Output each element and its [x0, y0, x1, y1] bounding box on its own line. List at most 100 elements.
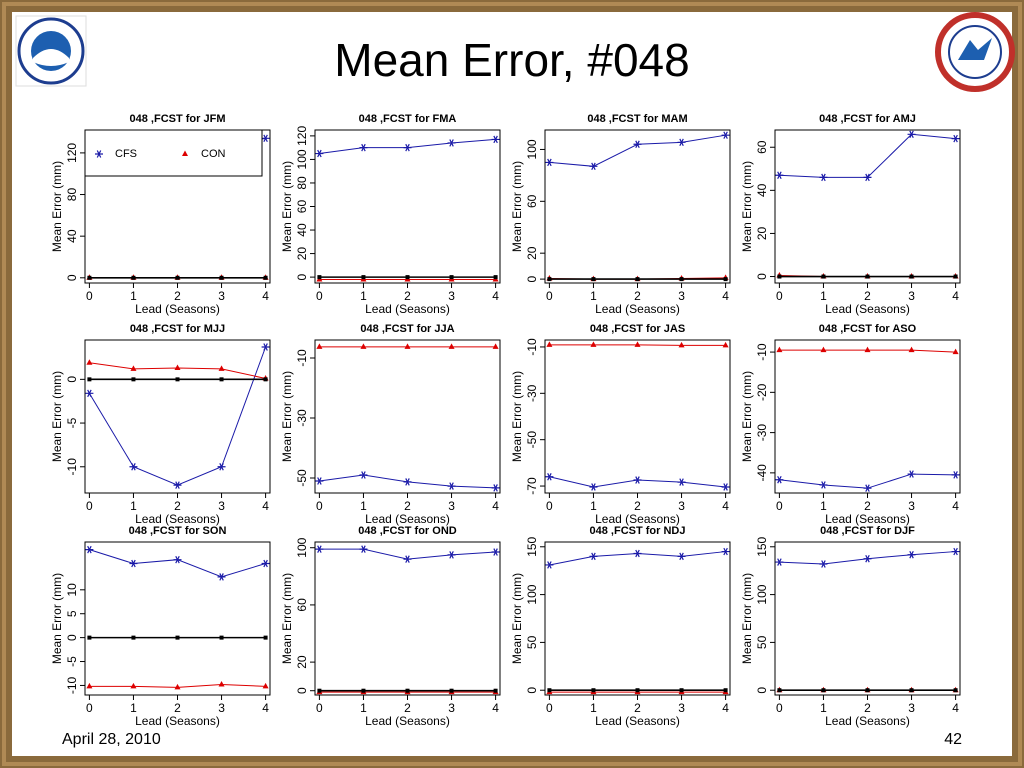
- y-tick-label: 60: [755, 140, 769, 154]
- y-tick-label: 20: [295, 247, 309, 261]
- marker-asterisk: [633, 476, 642, 484]
- x-tick-label: 2: [404, 289, 411, 303]
- x-tick-label: 1: [130, 499, 137, 513]
- marker-asterisk: [863, 555, 872, 563]
- marker-square: [175, 635, 180, 640]
- x-axis-label: Lead (Seasons): [825, 302, 910, 316]
- marker-square: [865, 274, 870, 279]
- marker-triangle: [722, 341, 729, 348]
- marker-square: [263, 377, 268, 382]
- marker-triangle: [218, 365, 225, 371]
- x-tick-label: 3: [678, 701, 685, 715]
- marker-asterisk: [261, 343, 270, 351]
- x-tick-label: 1: [820, 701, 827, 715]
- y-axis-label: Mean Error (mm): [280, 573, 294, 664]
- x-tick-label: 1: [590, 289, 597, 303]
- marker-asterisk: [95, 150, 103, 158]
- x-tick-label: 4: [492, 289, 499, 303]
- marker-square: [405, 688, 410, 693]
- y-tick-label: 0: [525, 275, 539, 282]
- x-tick-label: 2: [404, 499, 411, 513]
- marker-square: [953, 688, 958, 693]
- x-tick-label: 0: [316, 499, 323, 513]
- marker-asterisk: [775, 558, 784, 566]
- x-tick-label: 2: [634, 499, 641, 513]
- x-tick-label: 3: [908, 499, 915, 513]
- y-tick-label: 60: [295, 200, 309, 214]
- marker-asterisk: [721, 547, 730, 556]
- x-tick-label: 3: [218, 701, 225, 715]
- plot-title: 048 ,FCST for FMA: [359, 113, 457, 125]
- marker-asterisk: [491, 548, 500, 556]
- x-tick-label: 0: [86, 701, 93, 715]
- marker-asterisk: [545, 473, 554, 481]
- x-tick-label: 1: [590, 701, 597, 715]
- slide-date: April 28, 2010: [62, 731, 161, 748]
- marker-asterisk: [589, 162, 598, 171]
- marker-asterisk: [721, 131, 730, 139]
- x-tick-label: 2: [864, 499, 871, 513]
- x-tick-label: 2: [634, 701, 641, 715]
- y-tick-label: -5: [65, 417, 79, 428]
- y-tick-label: 50: [525, 635, 539, 649]
- x-tick-label: 2: [864, 289, 871, 303]
- y-tick-label: -20: [755, 383, 769, 401]
- x-tick-label: 0: [776, 289, 783, 303]
- marker-square: [87, 275, 92, 280]
- y-tick-label: 0: [65, 274, 79, 281]
- marker-square: [131, 275, 136, 280]
- marker-square: [263, 635, 268, 640]
- marker-asterisk: [633, 140, 642, 148]
- marker-square: [131, 635, 136, 640]
- marker-triangle: [492, 343, 499, 349]
- marker-asterisk: [315, 477, 324, 485]
- y-tick-label: 50: [755, 635, 769, 649]
- x-tick-label: 4: [952, 289, 959, 303]
- x-tick-label: 1: [360, 289, 367, 303]
- marker-square: [821, 688, 826, 693]
- marker-asterisk: [951, 134, 960, 143]
- y-axis-label: Mean Error (mm): [740, 161, 754, 252]
- x-tick-label: 0: [546, 499, 553, 513]
- marker-triangle: [590, 341, 597, 347]
- legend-label: CON: [201, 148, 226, 160]
- x-tick-label: 2: [634, 289, 641, 303]
- x-tick-label: 2: [404, 701, 411, 715]
- marker-triangle: [820, 346, 827, 353]
- y-tick-label: -30: [295, 409, 309, 427]
- x-tick-label: 2: [174, 499, 181, 513]
- plot-title: 048 ,FCST for JFM: [130, 113, 226, 125]
- x-tick-label: 4: [952, 499, 959, 513]
- y-tick-label: 120: [295, 126, 309, 146]
- x-tick-label: 0: [86, 499, 93, 513]
- x-tick-label: 2: [174, 701, 181, 715]
- legend-box: [84, 129, 263, 177]
- marker-triangle: [182, 150, 188, 156]
- marker-triangle: [634, 341, 641, 347]
- marker-asterisk: [359, 143, 368, 152]
- y-axis-label: Mean Error (mm): [50, 161, 64, 252]
- y-tick-label: 20: [295, 655, 309, 669]
- marker-square: [87, 635, 92, 640]
- marker-triangle: [546, 341, 553, 347]
- x-tick-label: 4: [722, 701, 729, 715]
- x-tick-label: 3: [218, 289, 225, 303]
- x-tick-label: 2: [174, 289, 181, 303]
- marker-asterisk: [403, 555, 412, 563]
- marker-asterisk: [775, 475, 784, 484]
- marker-square: [493, 275, 498, 280]
- y-tick-label: -40: [755, 464, 769, 482]
- plot-title: 048 ,FCST for MJJ: [130, 323, 225, 335]
- plot-title: 048 ,FCST for SON: [129, 525, 227, 537]
- x-axis-label: Lead (Seasons): [595, 714, 680, 728]
- marker-asterisk: [589, 483, 598, 491]
- y-tick-label: 0: [65, 376, 79, 383]
- marker-square: [865, 688, 870, 693]
- y-tick-label: 0: [295, 273, 309, 280]
- y-tick-label: -10: [295, 349, 309, 367]
- marker-triangle: [678, 341, 685, 348]
- marker-asterisk: [217, 463, 226, 471]
- x-tick-label: 1: [820, 289, 827, 303]
- marker-asterisk: [677, 552, 686, 561]
- marker-triangle: [174, 683, 181, 690]
